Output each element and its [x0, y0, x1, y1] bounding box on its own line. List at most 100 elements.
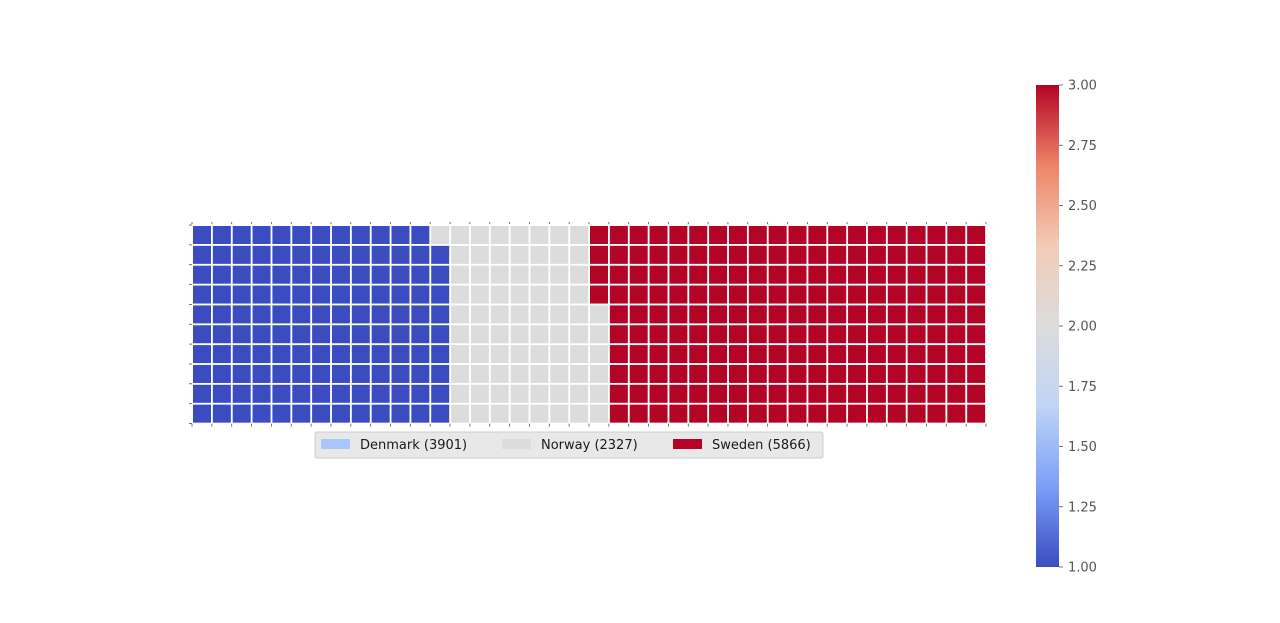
waffle-cell-denmark: [312, 384, 331, 403]
waffle-cell-sweden: [709, 265, 728, 284]
waffle-cell-denmark: [312, 265, 331, 284]
waffle-cell-norway: [490, 325, 509, 344]
waffle-cell-denmark: [391, 364, 410, 383]
waffle-cell-norway: [510, 404, 529, 423]
waffle-cell-sweden: [907, 226, 926, 244]
legend-label-norway: Norway (2327): [541, 438, 638, 453]
waffle-cell-denmark: [431, 345, 450, 364]
waffle-cell-denmark: [252, 345, 271, 364]
waffle-cell-sweden: [709, 245, 728, 264]
waffle-cell-sweden: [669, 226, 688, 244]
waffle-cell-sweden: [947, 226, 966, 244]
waffle-cell-norway: [451, 245, 470, 264]
waffle-cell-denmark: [411, 265, 430, 284]
waffle-cell-norway: [550, 364, 569, 383]
waffle-cell-sweden: [828, 325, 847, 344]
waffle-cell-denmark: [193, 384, 211, 403]
waffle-cell-sweden: [689, 364, 708, 383]
waffle-cell-sweden: [748, 384, 767, 403]
colorbar-tick-label: 1.00: [1068, 561, 1097, 576]
waffle-cell-norway: [570, 245, 589, 264]
waffle-cell-denmark: [232, 245, 251, 264]
waffle-cell-sweden: [728, 305, 747, 324]
waffle-cell-sweden: [788, 325, 807, 344]
waffle-cell-sweden: [728, 384, 747, 403]
waffle-cell-sweden: [967, 325, 986, 344]
waffle-cell-norway: [470, 325, 489, 344]
waffle-cell-denmark: [411, 345, 430, 364]
waffle-cell-denmark: [193, 226, 211, 244]
waffle-cell-sweden: [907, 384, 926, 403]
waffle-cell-sweden: [590, 285, 608, 304]
waffle-cell-norway: [530, 305, 549, 324]
waffle-cell-denmark: [252, 384, 271, 403]
waffle-cell-norway: [510, 384, 529, 403]
waffle-cell-denmark: [193, 345, 211, 364]
waffle-cell-sweden: [887, 285, 906, 304]
waffle-cell-norway: [451, 404, 470, 423]
waffle-cell-denmark: [391, 226, 410, 244]
waffle-cell-sweden: [828, 285, 847, 304]
waffle-cell-sweden: [590, 265, 608, 284]
waffle-cell-sweden: [629, 305, 648, 324]
waffle-cell-sweden: [927, 404, 946, 423]
waffle-cell-denmark: [212, 305, 231, 324]
waffle-cell-sweden: [768, 345, 787, 364]
waffle-cell-sweden: [907, 404, 926, 423]
waffle-cell-denmark: [252, 285, 271, 304]
waffle-cell-denmark: [232, 325, 251, 344]
waffle-cell-denmark: [351, 325, 370, 344]
waffle-cell-sweden: [609, 384, 628, 403]
waffle-cell-norway: [550, 404, 569, 423]
waffle-cell-sweden: [808, 226, 827, 244]
waffle-cell-norway: [451, 305, 470, 324]
waffle-cell-sweden: [649, 364, 668, 383]
waffle-cell-denmark: [252, 404, 271, 423]
waffle-cell-sweden: [867, 364, 886, 383]
waffle-cell-sweden: [768, 226, 787, 244]
waffle-cell-norway: [590, 305, 608, 324]
waffle-cell-norway: [550, 265, 569, 284]
waffle-cell-denmark: [391, 245, 410, 264]
waffle-cell-sweden: [828, 384, 847, 403]
waffle-cell-sweden: [828, 265, 847, 284]
waffle-cell-sweden: [967, 226, 986, 244]
legend-swatch-sweden: [673, 439, 702, 449]
waffle-cell-sweden: [629, 226, 648, 244]
waffle-cell-denmark: [232, 265, 251, 284]
waffle-cell-sweden: [748, 305, 767, 324]
waffle-cell-sweden: [788, 265, 807, 284]
waffle-cell-norway: [530, 226, 549, 244]
waffle-cell-sweden: [927, 364, 946, 383]
waffle-cell-sweden: [649, 285, 668, 304]
waffle-cell-sweden: [848, 345, 867, 364]
waffle-cell-sweden: [967, 384, 986, 403]
waffle-cell-sweden: [748, 245, 767, 264]
waffle-cell-denmark: [351, 226, 370, 244]
waffle-cell-denmark: [371, 345, 390, 364]
waffle-cell-sweden: [848, 384, 867, 403]
waffle-cell-denmark: [391, 285, 410, 304]
colorbar-tick-label: 1.50: [1068, 440, 1097, 455]
waffle-cell-denmark: [252, 305, 271, 324]
waffle-cell-denmark: [351, 345, 370, 364]
waffle-cell-sweden: [689, 226, 708, 244]
waffle-cell-sweden: [768, 364, 787, 383]
waffle-cell-sweden: [788, 404, 807, 423]
waffle-cell-sweden: [669, 245, 688, 264]
waffle-cell-denmark: [232, 384, 251, 403]
waffle-cell-sweden: [649, 384, 668, 403]
waffle-cell-norway: [490, 384, 509, 403]
waffle-cell-sweden: [867, 325, 886, 344]
waffle-cell-denmark: [312, 226, 331, 244]
waffle-cell-sweden: [887, 404, 906, 423]
colorbar: 1.00 1.25 1.50 1.75 2.00 2.25 2.50 2.75 3.00: [1036, 79, 1097, 576]
waffle-cell-denmark: [193, 305, 211, 324]
waffle-cell-sweden: [609, 265, 628, 284]
colorbar-tick-label: 2.50: [1068, 199, 1097, 214]
waffle-cell-sweden: [768, 245, 787, 264]
waffle-cell-sweden: [709, 384, 728, 403]
waffle-cell-sweden: [728, 404, 747, 423]
waffle-cell-sweden: [967, 285, 986, 304]
waffle-cell-sweden: [828, 245, 847, 264]
